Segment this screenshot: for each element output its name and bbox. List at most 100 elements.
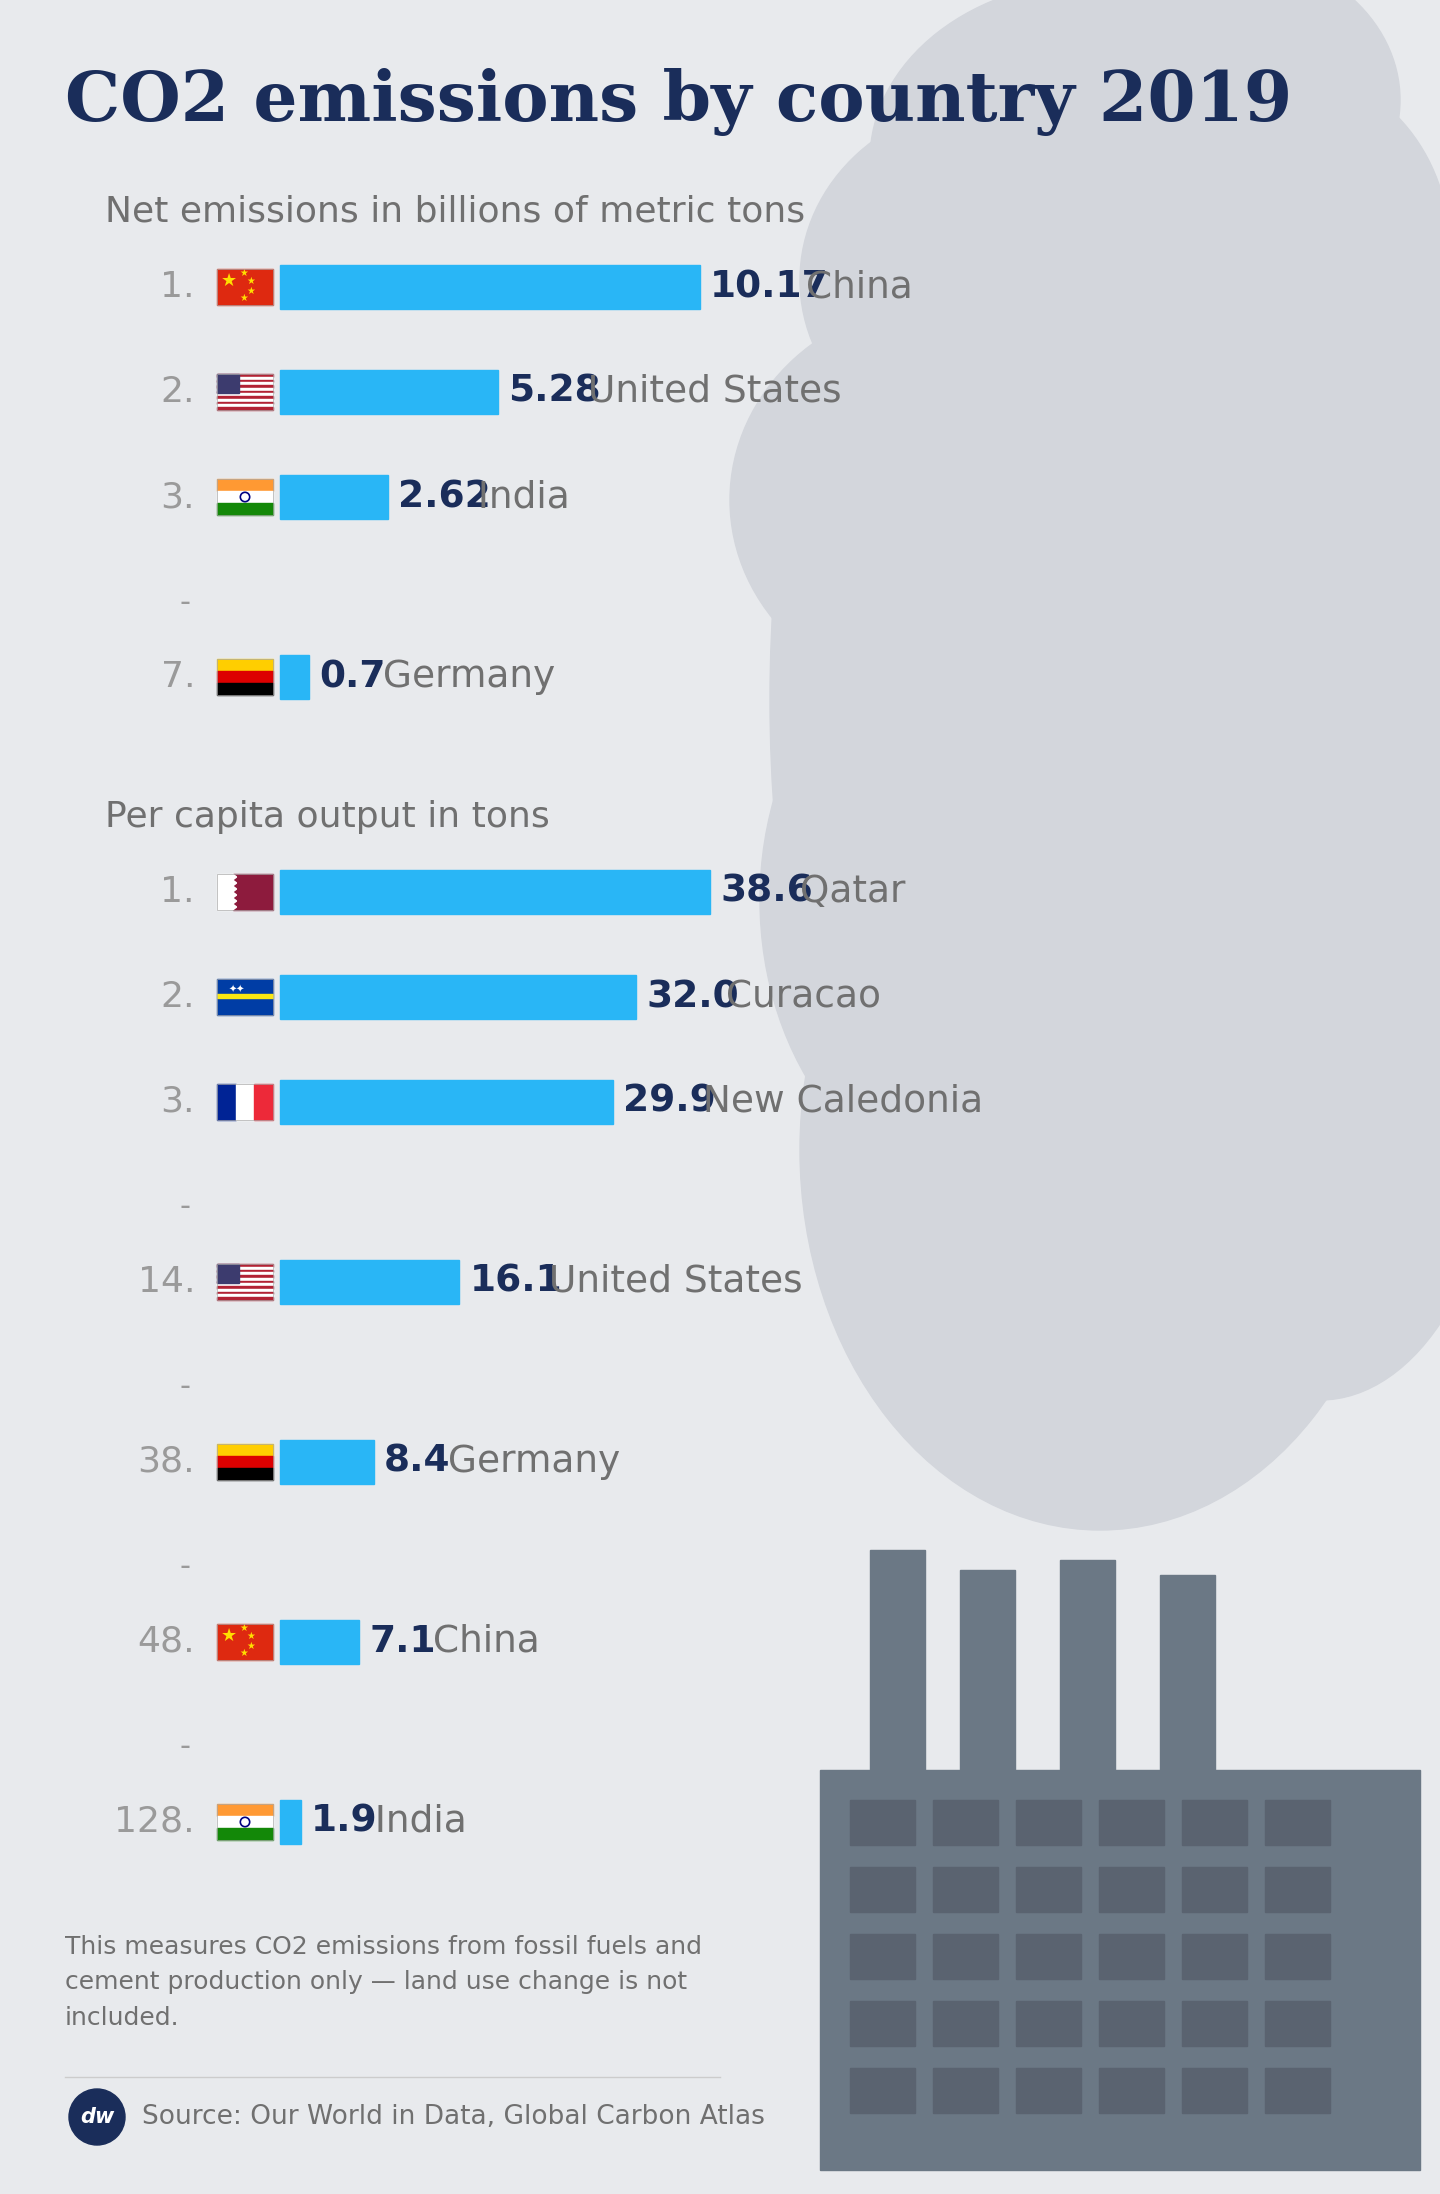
Text: India: India bbox=[363, 1803, 467, 1841]
Bar bbox=[217, 491, 274, 502]
Text: ★: ★ bbox=[239, 292, 248, 303]
Bar bbox=[217, 979, 274, 1016]
Polygon shape bbox=[233, 897, 236, 904]
Text: India: India bbox=[467, 478, 570, 516]
Bar bbox=[217, 1803, 274, 1841]
Bar bbox=[1264, 1799, 1331, 1845]
Bar bbox=[1060, 1560, 1115, 1771]
Text: ★: ★ bbox=[239, 268, 248, 279]
Bar bbox=[217, 1264, 239, 1283]
Bar bbox=[217, 1817, 274, 1828]
Bar bbox=[933, 2069, 998, 2113]
Ellipse shape bbox=[1151, 250, 1440, 649]
Text: -: - bbox=[180, 1194, 190, 1222]
Bar bbox=[279, 1259, 459, 1303]
Bar bbox=[1017, 2001, 1081, 2047]
Text: ★: ★ bbox=[246, 1641, 255, 1650]
Text: 3.: 3. bbox=[160, 1086, 194, 1119]
Ellipse shape bbox=[730, 301, 1169, 700]
Bar bbox=[233, 873, 274, 911]
Bar bbox=[933, 1799, 998, 1845]
Bar bbox=[217, 397, 274, 399]
Bar bbox=[1017, 1933, 1081, 1979]
Bar bbox=[279, 656, 310, 700]
Text: Source: Our World in Data, Global Carbon Atlas: Source: Our World in Data, Global Carbon… bbox=[143, 2104, 765, 2130]
Bar bbox=[217, 1283, 274, 1286]
Text: ★: ★ bbox=[222, 1626, 238, 1646]
Bar bbox=[217, 1288, 274, 1292]
Text: ✦✦: ✦✦ bbox=[229, 985, 245, 994]
Text: 2.: 2. bbox=[160, 375, 194, 408]
Bar bbox=[1264, 1933, 1331, 1979]
Bar bbox=[217, 1624, 274, 1661]
Bar bbox=[217, 388, 274, 391]
Bar bbox=[1099, 1867, 1164, 1911]
Bar bbox=[1017, 2069, 1081, 2113]
Bar bbox=[1182, 1867, 1247, 1911]
Text: ★: ★ bbox=[239, 1624, 248, 1632]
Bar bbox=[850, 1867, 914, 1911]
Bar bbox=[1264, 1867, 1331, 1911]
Text: -: - bbox=[180, 588, 190, 617]
Bar bbox=[850, 2069, 914, 2113]
Bar bbox=[217, 1084, 236, 1119]
Bar bbox=[217, 1277, 274, 1281]
Text: 29.9: 29.9 bbox=[624, 1084, 716, 1119]
Bar bbox=[217, 1468, 274, 1481]
Bar bbox=[217, 1297, 274, 1301]
Ellipse shape bbox=[1080, 579, 1440, 1220]
Bar bbox=[217, 994, 274, 998]
Ellipse shape bbox=[801, 770, 1400, 1529]
Bar bbox=[217, 399, 274, 402]
Bar bbox=[933, 1933, 998, 1979]
Bar bbox=[217, 1264, 274, 1301]
Bar bbox=[217, 979, 274, 1016]
Text: -: - bbox=[180, 1553, 190, 1582]
Text: New Caledonia: New Caledonia bbox=[691, 1084, 984, 1119]
Bar bbox=[217, 873, 233, 911]
Text: Germany: Germany bbox=[372, 658, 556, 695]
Text: ★: ★ bbox=[246, 1630, 255, 1641]
Bar bbox=[217, 373, 239, 393]
Bar bbox=[933, 2001, 998, 2047]
Text: dw: dw bbox=[79, 2106, 114, 2126]
Bar bbox=[1099, 1933, 1164, 1979]
Bar bbox=[217, 502, 274, 516]
Text: 32.0: 32.0 bbox=[647, 979, 739, 1016]
Bar bbox=[217, 270, 274, 305]
Bar bbox=[217, 1828, 274, 1841]
Text: Per capita output in tons: Per capita output in tons bbox=[105, 801, 550, 834]
Text: China: China bbox=[420, 1624, 540, 1661]
Bar bbox=[1182, 2001, 1247, 2047]
Text: ★: ★ bbox=[246, 276, 255, 285]
Bar bbox=[279, 265, 700, 309]
Bar bbox=[1099, 1799, 1164, 1845]
Ellipse shape bbox=[1040, 0, 1400, 250]
Text: 2.62: 2.62 bbox=[399, 478, 491, 516]
Bar bbox=[236, 1084, 255, 1119]
Bar bbox=[217, 1286, 274, 1288]
Circle shape bbox=[69, 2089, 125, 2146]
Text: 5.28: 5.28 bbox=[508, 373, 600, 410]
Bar bbox=[217, 1444, 274, 1457]
Text: 38.: 38. bbox=[137, 1446, 194, 1479]
Bar bbox=[255, 1084, 274, 1119]
Bar bbox=[279, 474, 389, 520]
Text: Qatar: Qatar bbox=[788, 873, 906, 911]
Ellipse shape bbox=[760, 599, 1240, 1200]
Bar bbox=[217, 1803, 274, 1817]
Bar bbox=[850, 1799, 914, 1845]
Text: 0.7: 0.7 bbox=[318, 658, 386, 695]
Polygon shape bbox=[233, 904, 236, 911]
Bar bbox=[1099, 2001, 1164, 2047]
Bar bbox=[279, 1439, 373, 1483]
Text: 3.: 3. bbox=[160, 480, 194, 513]
Polygon shape bbox=[233, 893, 236, 897]
Bar bbox=[217, 373, 274, 410]
Text: 128.: 128. bbox=[114, 1806, 194, 1839]
Bar bbox=[217, 1275, 274, 1277]
Bar bbox=[217, 1294, 274, 1297]
Bar bbox=[217, 382, 274, 386]
Bar bbox=[1182, 2069, 1247, 2113]
Bar bbox=[960, 1571, 1015, 1771]
